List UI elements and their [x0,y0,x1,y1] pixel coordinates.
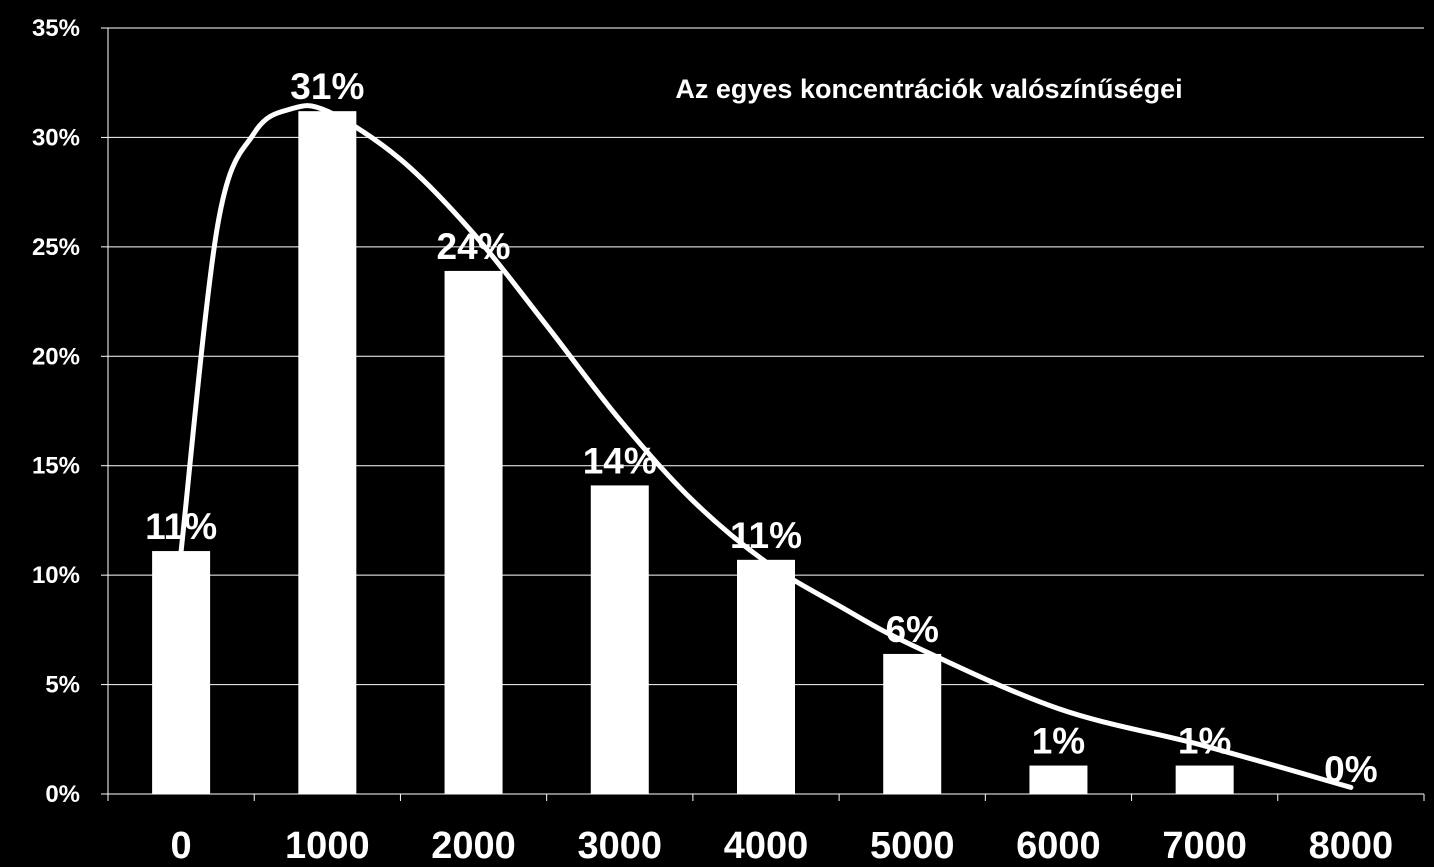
x-tick-label: 3000 [578,825,663,867]
y-tick-label: 20% [32,343,80,370]
data-label: 1% [1032,721,1085,762]
bar [152,551,211,794]
bar [1175,765,1234,794]
data-label: 24% [437,226,511,267]
fitted-curve [178,103,1354,790]
x-tick-label: 2000 [431,825,516,867]
data-label: 6% [885,609,938,650]
data-labels: 11% 31% 24% 14% 11% 6% 1% 1% 0% [145,66,1378,790]
data-label: 31% [290,66,364,107]
data-label: 0% [1324,749,1377,790]
data-label: 1% [1178,721,1231,762]
x-tick-label: 4000 [724,825,809,867]
curve-line [178,103,1354,790]
y-tick-label: 15% [32,453,80,480]
x-tick-label: 1000 [285,825,370,867]
y-tick-label: 35% [32,15,80,42]
y-tick-label: 10% [32,562,80,589]
y-tick-label: 25% [32,234,80,261]
bar [1029,765,1088,794]
data-label: 11% [145,506,217,547]
bar [590,485,649,794]
bar [883,653,942,794]
y-tick-label: 0% [45,781,80,808]
bar [444,270,503,795]
x-tick-label: 5000 [870,825,955,867]
data-label: 14% [583,440,657,481]
chart-title: Az egyes koncentrációk valószínűségei [675,74,1182,104]
axes: 0% 5% 10% 15% 20% 25% 30% 35% 0 1000 2000 3000 4000 5… [32,15,1425,867]
x-tick-label: 0 [171,825,192,867]
bar [737,559,795,794]
y-tick-label: 30% [32,124,80,151]
x-tick-label: 6000 [1016,825,1101,867]
y-tick-label: 5% [45,672,80,699]
bars [152,111,1234,795]
data-label: 11% [730,515,802,556]
x-tick-label: 7000 [1162,825,1247,867]
x-tick-label: 8000 [1309,825,1394,867]
bar [298,111,357,794]
